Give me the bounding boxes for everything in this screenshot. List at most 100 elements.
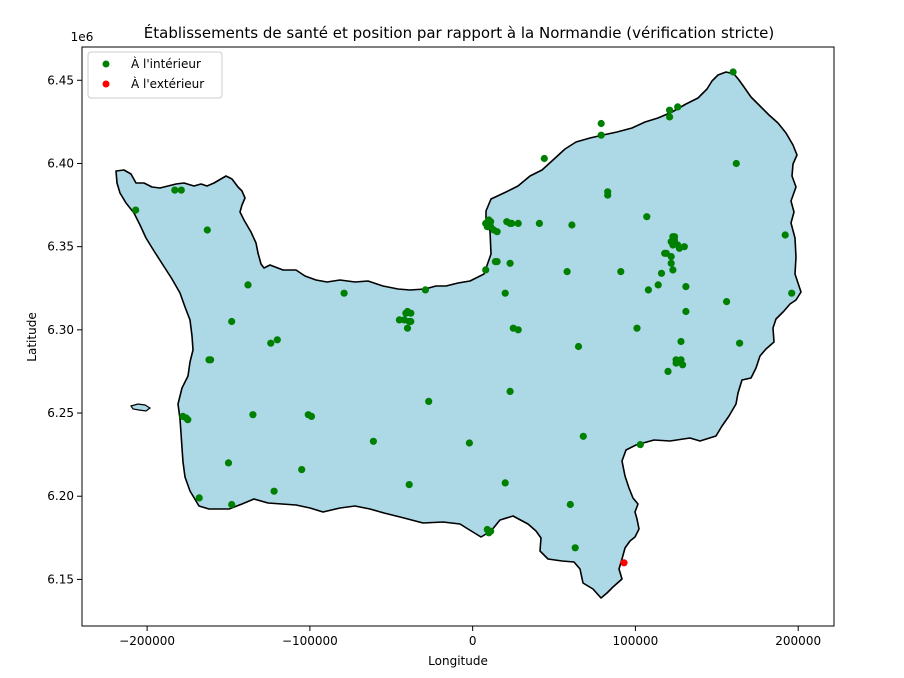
facility-point-inside — [487, 527, 495, 535]
facility-point-inside — [535, 219, 544, 227]
facility-point-inside — [617, 268, 625, 276]
facility-point-inside — [571, 544, 579, 552]
facility-point-inside — [493, 228, 501, 236]
legend-marker-outside — [102, 80, 110, 88]
facility-point-inside — [506, 387, 514, 395]
facility-point-inside — [267, 339, 275, 347]
facility-point-inside — [184, 416, 192, 424]
facility-point-inside — [781, 231, 789, 239]
facility-point-inside — [633, 324, 641, 332]
facility-point-inside — [664, 367, 672, 375]
facility-point-inside — [224, 459, 233, 467]
facility-point-inside — [487, 218, 495, 226]
facility-point-inside — [680, 243, 688, 251]
facility-point-inside — [177, 186, 185, 194]
facility-point-inside — [666, 113, 674, 121]
facility-point-inside — [244, 281, 252, 289]
facility-point-inside — [566, 500, 574, 509]
facility-point-inside — [421, 286, 429, 294]
facility-point-inside — [298, 466, 306, 474]
y-tick-label: 6.20 — [47, 489, 74, 503]
facility-point-inside — [540, 154, 548, 163]
facility-point-inside — [493, 258, 501, 266]
facility-point-inside — [654, 281, 662, 289]
facility-point-inside — [682, 283, 690, 291]
facility-point-inside — [666, 106, 674, 114]
facility-point-inside — [514, 326, 522, 334]
facility-point-inside — [670, 233, 679, 241]
facility-point-inside — [674, 103, 682, 111]
y-axis-label: Latitude — [25, 312, 39, 361]
facility-point-inside — [407, 309, 415, 317]
facility-point-inside — [203, 226, 211, 234]
facility-point-inside — [677, 337, 685, 346]
facility-point-inside — [506, 259, 514, 267]
facility-point-inside — [597, 131, 605, 139]
legend-box — [87, 51, 223, 99]
facility-point-inside — [403, 324, 412, 332]
facility-point-inside — [732, 159, 740, 168]
facility-point-inside — [171, 186, 179, 194]
facility-point-inside — [195, 494, 203, 502]
x-tick-label: 100000 — [613, 634, 659, 648]
x-tick-label: 0 — [469, 634, 477, 648]
facility-point-inside — [729, 68, 737, 76]
health-facilities-points — [132, 68, 796, 567]
facility-point-inside — [568, 221, 576, 229]
normandie-mainland-shape — [115, 71, 802, 599]
facility-point-inside — [405, 481, 413, 489]
facility-point-inside — [205, 356, 213, 364]
chausey-islands-shape — [130, 403, 152, 412]
facility-point-inside — [736, 339, 744, 347]
facility-point-inside — [369, 437, 377, 445]
y-tick-label: 6.35 — [47, 240, 74, 254]
facility-point-inside — [644, 286, 653, 294]
facility-point-inside — [643, 213, 651, 221]
x-axis-label: Longitude — [428, 654, 488, 668]
y-tick-label: 6.45 — [47, 73, 74, 87]
normandie-region — [115, 71, 802, 599]
y-tick-label: 6.30 — [47, 323, 74, 337]
facility-point-outside — [620, 559, 628, 567]
facility-point-inside — [228, 317, 236, 326]
facility-point-inside — [657, 269, 666, 277]
facility-point-inside — [425, 397, 433, 405]
facility-point-inside — [273, 336, 281, 344]
facility-point-inside — [132, 206, 140, 214]
facility-point-inside — [514, 219, 522, 227]
facility-point-inside — [574, 342, 583, 351]
facility-point-inside — [501, 289, 509, 297]
facility-point-inside — [465, 439, 473, 447]
legend: À l'intérieur À l'extérieur — [87, 51, 223, 99]
y-tick-label: 6.15 — [47, 572, 74, 586]
x-tick-label: −200000 — [119, 634, 175, 648]
y-axis-offset-label: 1e6 — [71, 30, 94, 44]
facility-point-inside — [604, 191, 612, 199]
x-tick-label: 200000 — [775, 634, 821, 648]
facility-point-inside — [501, 479, 509, 487]
facility-point-inside — [249, 411, 257, 419]
facility-point-inside — [270, 487, 278, 495]
facility-point-inside — [679, 361, 687, 369]
y-tick-label: 6.25 — [47, 406, 74, 420]
facility-point-inside — [682, 307, 690, 316]
x-axis: −200000 −100000 0 100000 200000 — [119, 626, 821, 648]
y-axis: 6.15 6.20 6.25 6.30 6.35 6.40 6.45 — [47, 73, 82, 586]
chart-title: Établissements de santé et position par … — [144, 23, 774, 42]
facility-point-inside — [407, 317, 415, 326]
facility-point-inside — [669, 266, 677, 274]
facility-point-inside — [667, 253, 675, 261]
facility-point-inside — [723, 298, 731, 306]
legend-marker-inside — [102, 60, 110, 68]
legend-label-outside: À l'extérieur — [131, 76, 204, 91]
facility-point-inside — [482, 266, 490, 274]
facility-point-inside — [788, 289, 796, 297]
facility-point-inside — [636, 441, 644, 449]
x-tick-label: −100000 — [282, 634, 338, 648]
facility-point-inside — [340, 289, 348, 297]
plot-frame — [81, 46, 835, 627]
facility-point-inside — [597, 119, 605, 128]
facility-point-inside — [307, 412, 316, 420]
facility-point-inside — [667, 259, 675, 267]
